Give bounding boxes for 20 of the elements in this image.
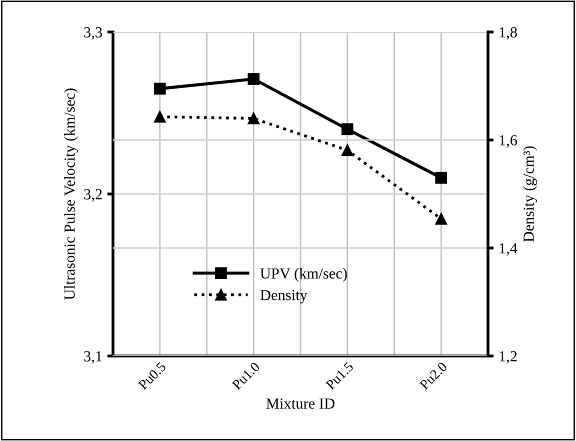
legend-label: Density: [260, 290, 308, 304]
point: [341, 123, 354, 136]
y-axis-title: Ultrasonic Pulse Velocity (km/sec): [64, 88, 78, 300]
y2-tick-label: 1,8: [500, 27, 517, 40]
y-tick-label: 3,2: [84, 189, 102, 202]
y2-tick-label: 1,6: [500, 135, 518, 148]
y-tick-label: 3,3: [84, 27, 102, 40]
y2-axis-title: Density (g/cm³): [523, 146, 537, 242]
point: [154, 110, 166, 123]
point: [435, 172, 448, 184]
point: [248, 112, 260, 124]
x-axis-title: Mixture ID: [266, 398, 334, 409]
point: [435, 212, 448, 225]
y2-tick-label: 1,4: [500, 243, 518, 256]
point: [341, 144, 354, 156]
legend-label: UPV (km/sec): [260, 268, 347, 282]
y-tick-label: 3,1: [84, 351, 102, 364]
y2-tick-label: 1,2: [500, 351, 517, 364]
point: [154, 82, 166, 95]
point: [248, 73, 260, 85]
